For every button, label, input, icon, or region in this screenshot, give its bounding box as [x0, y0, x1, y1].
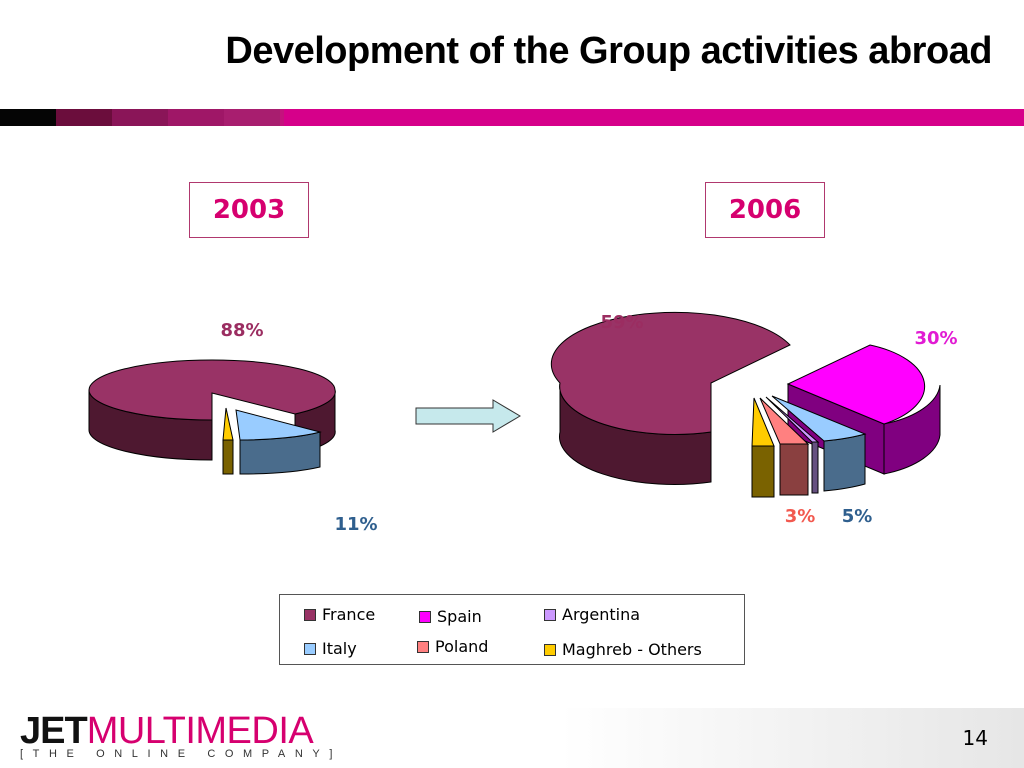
legend-swatch [544, 643, 556, 656]
slice-2006-spain-side [883, 384, 941, 475]
legend-label: Argentina [562, 605, 641, 624]
logo-wordmark: JETMULTIMEDIA [20, 712, 342, 750]
chart-legend: France Spain Argentina Italy Poland Magh… [279, 594, 745, 665]
label-2006-france: 59% [600, 312, 643, 333]
slice-2003-maghreb-side [222, 439, 234, 475]
arrow-icon [415, 399, 521, 433]
slice-2006-argentina-side [811, 441, 819, 494]
band-segment [168, 109, 224, 126]
legend-label: Italy [322, 639, 357, 658]
label-2006-spain: 30% [914, 328, 957, 349]
slice-2006-poland-side [779, 443, 809, 496]
band-segment [0, 109, 56, 126]
band-segment [284, 109, 1024, 126]
legend-item-spain: Spain [419, 607, 482, 626]
year-2003-box: 2003 [189, 182, 309, 238]
slide-title: Development of the Group activities abro… [225, 30, 992, 72]
decorative-color-band [0, 109, 1024, 126]
label-2006-poland: 3% [785, 506, 816, 527]
legend-item-poland: Poland [417, 637, 488, 656]
label-2003-italy: 11% [334, 514, 377, 535]
legend-swatch [417, 640, 429, 653]
logo-tagline: [THE ONLINE COMPANY] [20, 748, 342, 760]
legend-label: Poland [435, 637, 489, 656]
legend-item-argentina: Argentina [544, 605, 640, 624]
slice-2006-france [550, 311, 791, 435]
legend-item-italy: Italy [304, 639, 357, 658]
pie-charts-canvas: 88% 11% 59% 30% 3% 5% [88, 311, 958, 535]
footer-gradient [560, 708, 1024, 768]
band-segment [112, 109, 168, 126]
logo-multimedia: MULTIMEDIA [86, 710, 314, 752]
pie-2006 [550, 311, 941, 498]
company-logo: JETMULTIMEDIA [THE ONLINE COMPANY] [20, 712, 342, 760]
legend-swatch [419, 610, 431, 623]
legend-swatch [304, 642, 316, 655]
label-2003-france: 88% [220, 320, 263, 341]
slice-2006-italy [771, 395, 867, 442]
band-segment [56, 109, 112, 126]
pie-2003 [88, 359, 336, 475]
slice-2006-argentina [765, 396, 820, 443]
slice-2006-spain [786, 344, 926, 425]
legend-item-maghreb-others: Maghreb - Others [544, 640, 702, 659]
slice-2003-maghreb [222, 407, 234, 441]
slice-2006-maghreb-side [751, 445, 775, 498]
legend-swatch [304, 608, 316, 621]
legend-label: France [322, 605, 376, 624]
legend-item-france: France [304, 605, 375, 624]
slice-2003-italy [235, 409, 322, 441]
band-segment [280, 109, 284, 126]
legend-label: Spain [437, 607, 482, 626]
slice-2006-poland [759, 397, 810, 445]
slice-2003-france [88, 359, 336, 421]
slice-2006-maghreb [751, 397, 775, 447]
legend-label: Maghreb - Others [562, 640, 702, 659]
year-2006-box: 2006 [705, 182, 825, 238]
band-segment [224, 109, 280, 126]
label-2006-italy: 5% [842, 506, 873, 527]
logo-jet: JET [20, 710, 88, 752]
slice-2006-italy-side [823, 433, 866, 492]
page-number: 14 [962, 726, 988, 750]
legend-swatch [544, 608, 556, 621]
